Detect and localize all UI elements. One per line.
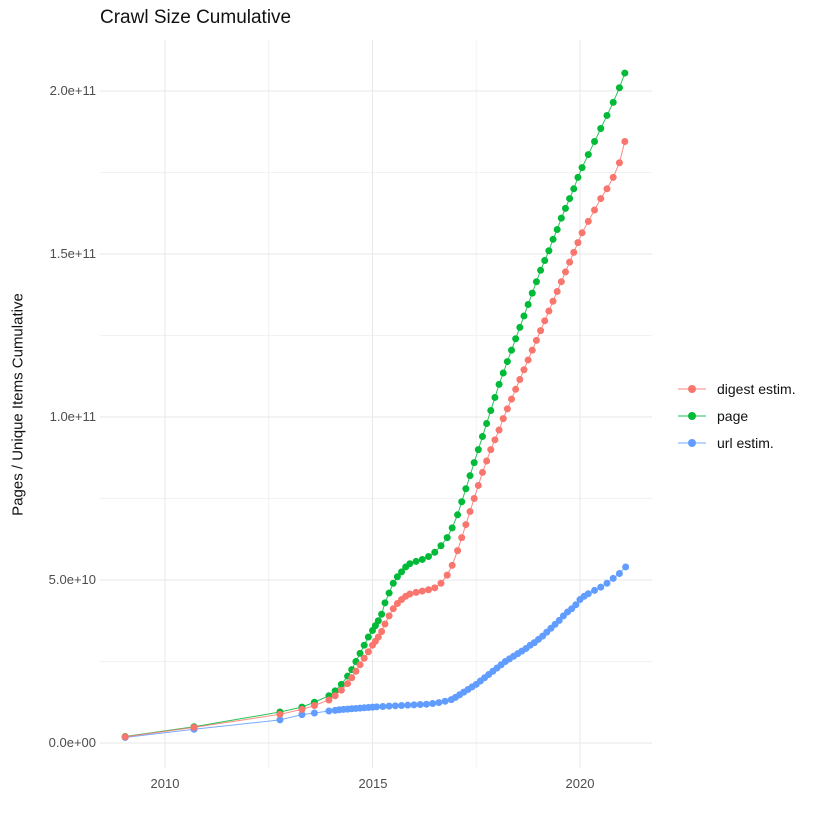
page-series-key-icon (678, 412, 706, 420)
y-tick-label-0e00: 0.0e+00 (48, 735, 96, 750)
legend-item-label: page (717, 408, 749, 424)
y-tick-label-15e11: 1.5e+11 (49, 246, 96, 261)
x-tick-label-2010: 2010 (150, 776, 180, 791)
legend-item-label: url estim. (717, 435, 774, 451)
legend-item-url: url estim. (676, 435, 796, 451)
x-tick-label-2020: 2020 (565, 776, 595, 791)
y-tick-label-5e10: 5.0e+10 (48, 572, 96, 587)
legend-item-label: digest estim. (717, 381, 796, 397)
digest-series-key-icon (678, 385, 706, 393)
y-tick-label-1e11: 1.0e+11 (49, 409, 96, 424)
chart-title: Crawl Size Cumulative (100, 7, 292, 28)
legend-item-digest: digest estim. (676, 381, 796, 397)
y-tick-label-2e11: 2.0e+11 (49, 83, 96, 98)
x-tick-label-2015: 2015 (358, 776, 388, 791)
y-axis-title: Pages / Unique Items Cumulative (9, 293, 27, 516)
legend: digest estim. page url estim. (676, 381, 796, 451)
url-series-key-icon (678, 439, 706, 447)
legend-item-page: page (676, 408, 796, 424)
